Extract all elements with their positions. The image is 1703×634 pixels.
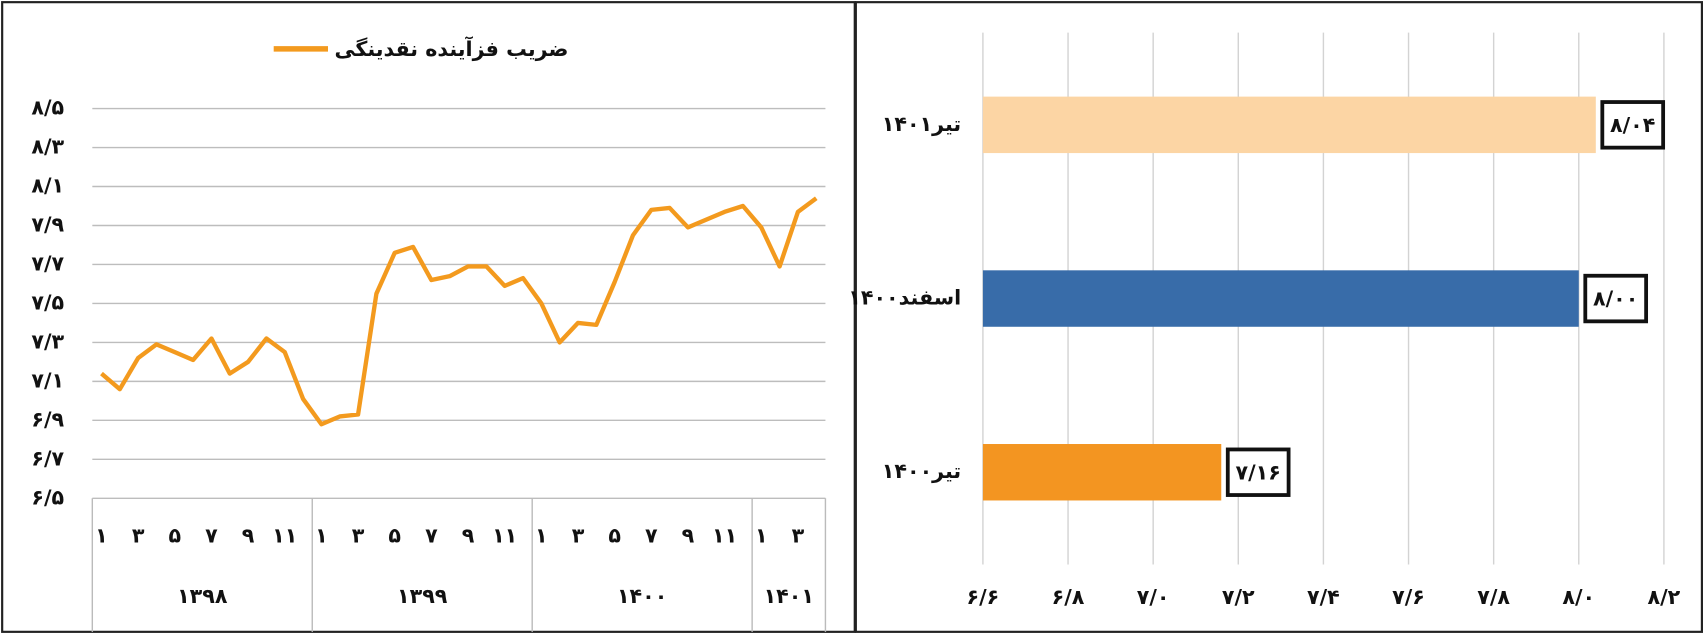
y-tick-label: تیر۱۴۰۱ <box>882 112 961 136</box>
x-tick-label: ۶/۶ <box>967 585 1000 609</box>
x-tick-label: ۹ <box>682 523 695 547</box>
y-tick-label: ۷/۹ <box>31 212 64 236</box>
x-tick-label: ۱۱ <box>712 523 737 547</box>
x-tick-label: ۱ <box>315 523 328 547</box>
x-tick-label: ۷ <box>645 523 658 547</box>
x-tick-label: ۱ <box>535 523 548 547</box>
x-tick-label: ۳ <box>792 523 805 547</box>
y-tick-label: ۷/۵ <box>31 290 64 314</box>
x-tick-label: ۹ <box>462 523 475 547</box>
x-tick-label: ۷/۲ <box>1222 585 1255 609</box>
y-tick-label: ۷/۳ <box>31 329 64 353</box>
value-label: ۸/۰۰ <box>1593 287 1638 311</box>
value-label-box <box>1583 273 1649 324</box>
x-tick-label: ۷/۴ <box>1307 585 1340 609</box>
x-tick-label: ۱۱ <box>272 523 297 547</box>
y-tick-label: تیر۱۴۰۰ <box>882 459 961 483</box>
y-tick-label: ۷/۷ <box>31 251 64 275</box>
x-tick-label: ۸/۰ <box>1562 585 1595 609</box>
x-tick-label: ۱ <box>755 523 768 547</box>
group-label: ۱۴۰۱ <box>764 584 814 608</box>
x-tick-label: ۳ <box>352 523 365 547</box>
y-tick-label: ۶/۹ <box>31 407 64 431</box>
x-tick-label: ۶/۸ <box>1052 585 1085 609</box>
data-line <box>100 196 818 427</box>
x-tick-label: ۷ <box>205 523 218 547</box>
y-tick-label: اسفند۱۴۰۰ <box>848 286 961 310</box>
y-tick-label: ۸/۳ <box>31 135 64 159</box>
x-tick-label: ۱۱ <box>492 523 517 547</box>
x-tick-label: ۵ <box>608 523 621 547</box>
value-label-box <box>1600 100 1666 150</box>
group-label: ۱۳۹۹ <box>397 584 448 608</box>
value-label: ۸/۰۴ <box>1610 113 1655 137</box>
y-tick-label: ۷/۱ <box>31 368 64 392</box>
y-tick-label: ۶/۵ <box>31 485 64 509</box>
x-tick-label: ۷/۸ <box>1477 585 1510 609</box>
group-label: ۱۳۹۸ <box>177 584 228 608</box>
x-tick-label: ۸/۲ <box>1648 585 1681 609</box>
y-tick-label: ۶/۷ <box>31 446 64 470</box>
y-tick-label: ۸/۱ <box>31 174 64 198</box>
value-label: ۷/۱۶ <box>1236 460 1281 484</box>
x-tick-label: ۹ <box>242 523 255 547</box>
bar <box>982 96 1596 154</box>
x-tick-label: ۵ <box>388 523 401 547</box>
bar <box>982 270 1579 327</box>
x-tick-label: ۳ <box>132 523 145 547</box>
y-tick-label: ۸/۵ <box>31 96 64 120</box>
x-tick-label: ۱ <box>95 523 108 547</box>
x-tick-label: ۳ <box>572 523 585 547</box>
x-tick-label: ۷ <box>425 523 438 547</box>
group-label: ۱۴۰۰ <box>617 584 667 608</box>
bar <box>982 444 1222 501</box>
value-label-box <box>1225 447 1291 497</box>
x-tick-label: ۷/۶ <box>1392 585 1425 609</box>
x-tick-label: ۵ <box>168 523 181 547</box>
x-tick-label: ۷/۰ <box>1137 585 1170 609</box>
left-panel <box>1 1 856 633</box>
legend-label: ضریب فزآینده نقدینگی <box>335 36 569 61</box>
